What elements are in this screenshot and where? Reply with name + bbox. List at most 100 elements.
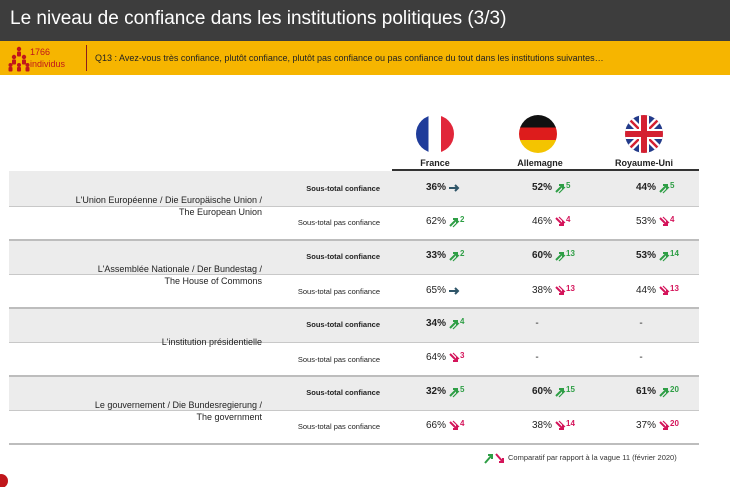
- group-separator: [9, 307, 699, 309]
- table-cell: 66% 4: [416, 419, 476, 433]
- title-bar: Le niveau de confiance dans les institut…: [0, 0, 730, 41]
- row-label-pas-confiance: Sous-total pas confiance: [297, 355, 380, 364]
- table-cell: -: [522, 317, 582, 331]
- cell-delta: 5: [670, 181, 675, 190]
- cell-delta: 20: [670, 385, 679, 394]
- cell-value: -: [535, 352, 539, 363]
- trend-down-icon: [555, 216, 566, 226]
- trend-down-icon: [659, 216, 670, 226]
- cell-delta: 2: [460, 249, 465, 258]
- table-cell: 53% 4: [626, 215, 686, 229]
- table-cell: 37% 20: [626, 419, 686, 433]
- cell-value: 65%: [425, 285, 446, 296]
- cell-delta: 14: [670, 249, 679, 258]
- cell-value: 46%: [531, 216, 552, 227]
- row-label-pas-confiance: Sous-total pas confiance: [297, 218, 380, 227]
- row-label-pas-confiance: Sous-total pas confiance: [297, 422, 380, 431]
- table-cell: 36%: [416, 181, 476, 195]
- table-cell: 44% 13: [626, 284, 686, 298]
- row-label-confiance: Sous-total confiance: [306, 388, 380, 397]
- trend-down-icon: [449, 420, 460, 430]
- trend-legend-icon: [484, 453, 504, 464]
- cell-delta: 4: [460, 419, 465, 428]
- trend-up-icon: [659, 252, 670, 262]
- trend-up-icon: [659, 388, 670, 398]
- cell-delta: 4: [670, 215, 675, 224]
- cell-value: 52%: [531, 182, 552, 193]
- cell-value: 38%: [531, 420, 552, 431]
- row-label-confiance: Sous-total confiance: [306, 184, 380, 193]
- trend-up-icon: [555, 252, 566, 262]
- cell-value: 60%: [531, 386, 552, 397]
- group-background: [9, 376, 699, 410]
- trend-down-icon: [659, 285, 670, 295]
- table-cell: 44% 5: [626, 181, 686, 195]
- cell-value: 62%: [425, 216, 446, 227]
- table-cell: -: [522, 351, 582, 365]
- question-bar: 1766 individus Q13 : Avez-vous très conf…: [0, 41, 730, 75]
- table-cell: 34% 4: [416, 317, 476, 331]
- trend-down-icon: [555, 285, 566, 295]
- table-cell: 61% 20: [626, 385, 686, 399]
- institution-label: L'Assemblée Nationale / Der Bundestag / …: [30, 263, 262, 287]
- brand-corner-mark: [0, 474, 8, 487]
- institution-label-line: The government: [196, 412, 262, 422]
- table-cell: -: [626, 317, 686, 331]
- institution-label: Le gouvernement / Die Bundesregierung / …: [30, 399, 262, 423]
- institution-label-line: The House of Commons: [164, 276, 262, 286]
- cell-value: 64%: [425, 352, 446, 363]
- trend-up-icon: [555, 184, 566, 194]
- cell-delta: 3: [460, 351, 465, 360]
- cell-delta: 13: [566, 249, 575, 258]
- table-cell: 52% 5: [522, 181, 582, 195]
- trend-down-icon: [659, 420, 670, 430]
- table-cell: -: [626, 351, 686, 365]
- country-label-royaume-uni: Royaume-Uni: [614, 158, 673, 168]
- table-cell: 33% 2: [416, 249, 476, 263]
- cell-value: 61%: [635, 386, 656, 397]
- cell-value: -: [639, 352, 643, 363]
- table-cell: 60% 15: [522, 385, 582, 399]
- cell-value: 36%: [425, 182, 446, 193]
- table-cell: 65%: [416, 284, 476, 298]
- institution-label-line: L'Assemblée Nationale / Der Bundestag /: [97, 264, 262, 274]
- base-unit: individus: [30, 59, 66, 69]
- row-separator: [9, 410, 699, 411]
- group-separator: [9, 375, 699, 377]
- table-cell: 32% 5: [416, 385, 476, 399]
- cell-delta: 5: [460, 385, 465, 394]
- table-cell: 60% 13: [522, 249, 582, 263]
- trend-up-icon: [449, 218, 460, 228]
- cell-value: 33%: [425, 250, 446, 261]
- row-separator: [9, 274, 699, 275]
- row-separator: [9, 206, 699, 207]
- trend-down-icon: [555, 420, 566, 430]
- table-cell: 38% 13: [522, 284, 582, 298]
- trend-up-icon: [659, 184, 670, 194]
- institution-label-line: L'Union Européenne / Die Europäische Uni…: [75, 195, 262, 205]
- group-separator: [9, 239, 699, 241]
- cell-value: 53%: [635, 216, 656, 227]
- cell-value: 53%: [635, 250, 656, 261]
- country-label-allemagne: Allemagne: [517, 158, 563, 168]
- trend-stable-icon: [449, 184, 460, 192]
- france-flag-icon: [416, 115, 454, 153]
- table-cell: 53% 14: [626, 249, 686, 263]
- cell-value: 44%: [635, 285, 656, 296]
- question-divider: [86, 45, 87, 71]
- cell-delta: 4: [460, 317, 465, 326]
- group-separator: [9, 443, 699, 445]
- group-background: [9, 171, 699, 207]
- cell-delta: 4: [566, 215, 571, 224]
- institution-label: L'Union Européenne / Die Europäische Uni…: [30, 194, 262, 218]
- cell-delta: 13: [566, 284, 575, 293]
- trend-stable-icon: [449, 287, 460, 295]
- cell-delta: 2: [460, 215, 465, 224]
- table-cell: 38% 14: [522, 419, 582, 433]
- cell-value: 38%: [531, 285, 552, 296]
- group-background: [9, 240, 699, 274]
- trend-up-icon: [449, 388, 460, 398]
- row-separator: [9, 342, 699, 343]
- trend-up-icon: [555, 388, 566, 398]
- institution-label-line: The European Union: [178, 207, 262, 217]
